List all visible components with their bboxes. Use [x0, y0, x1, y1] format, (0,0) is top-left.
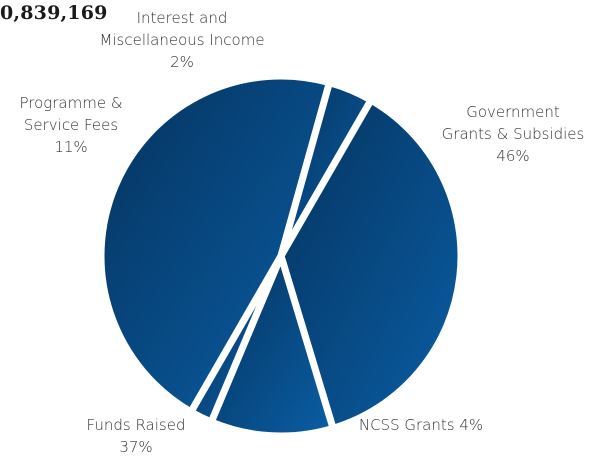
slice-label-funds-raised: Funds Raised 37%	[87, 414, 186, 458]
slice-value: 2%	[170, 53, 194, 71]
pie-slices	[97, 72, 465, 440]
slice-value: 4%	[459, 416, 484, 434]
slice-label-interest-misc-income: Interest and Miscellaneous Income 2%	[99, 7, 264, 73]
slice-label-line: Government	[466, 103, 560, 121]
slice-label-line: NCSS Grants	[358, 416, 455, 434]
slice-label-programme-service-fees: Programme & Service Fees 11%	[19, 92, 122, 158]
slice-label-line: Funds Raised	[86, 416, 186, 434]
slice-value: 37%	[119, 438, 153, 456]
slice-value: 11%	[54, 138, 88, 156]
slice-label-government-grants: Government Grants & Subsidies 46%	[442, 101, 585, 167]
pie-slice-interest-misc-income	[186, 254, 285, 427]
pie-slice-government-grants	[97, 72, 334, 417]
chart-title: 0,839,169	[0, 2, 108, 24]
pie-slice-funds-raised	[277, 95, 465, 433]
slice-label-line: Grants & Subsidies	[441, 125, 585, 143]
slice-label-line: Programme &	[19, 94, 123, 112]
pie-slice-programme-service-fees	[206, 245, 338, 440]
slice-label-line: Interest and	[136, 9, 228, 27]
slice-label-ncss-grants: NCSS Grants 4%	[359, 414, 483, 436]
slice-label-line: Service Fees	[23, 116, 119, 134]
slice-value: 46%	[496, 147, 530, 165]
slice-label-line: Miscellaneous Income	[99, 31, 265, 49]
